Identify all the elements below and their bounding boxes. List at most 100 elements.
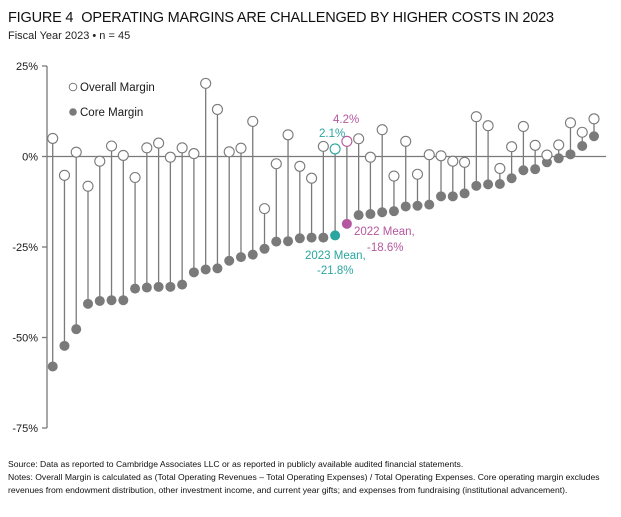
annotation-2023-mean-overall: 2.1% [319, 128, 345, 140]
overall-margin-point-institution [47, 132, 59, 144]
overall-margin-point-institution [388, 170, 400, 182]
overall-margin-point-institution [482, 120, 494, 132]
overall-margin-point-institution [353, 133, 365, 145]
core-margin-point-institution [118, 295, 129, 306]
overall-margin-point-institution [423, 149, 435, 161]
core-margin-point-institution [412, 200, 423, 211]
overall-margin-point-institution [470, 111, 482, 123]
overall-margin-point-institution [494, 162, 506, 174]
overall-margin-point-institution [411, 168, 424, 180]
core-margin-point-institution [447, 191, 458, 202]
overall-margin-point-institution [447, 155, 459, 167]
core-margin-point-institution [306, 232, 317, 243]
core-margin-point-institution [353, 210, 364, 221]
core-margin-point-institution [318, 232, 329, 243]
core-margin-point-institution [518, 165, 529, 176]
overall-margin-point-institution [317, 140, 329, 152]
core-margin-point-institution [94, 295, 105, 306]
overall-margin-point-institution [70, 146, 82, 158]
overall-margin-point-institution [235, 142, 247, 154]
overall-margin-point-institution [188, 148, 200, 160]
core-margin-point-institution [365, 209, 376, 220]
core-margin-point-institution [47, 361, 58, 372]
overall-margin-point-institution [105, 140, 118, 152]
y-tick-label: 25% [16, 61, 38, 73]
legend-core-marker [69, 108, 77, 116]
overall-margin-point-institution [270, 158, 282, 170]
overall-margin-point-institution [400, 135, 412, 147]
source-note: Source: Data as reported to Cambridge As… [8, 459, 464, 469]
y-axis: 25% 0% -25% -50% -75% [12, 61, 606, 435]
figure-title: FIGURE 4 OPERATING MARGINS ARE CHALLENGED… [8, 10, 554, 26]
core-margin-point-institution [106, 295, 117, 306]
annotations: 2.1% 4.2% 2023 Mean, -21.8% 2022 Mean, -… [305, 114, 415, 277]
core-margin-point-institution [459, 188, 470, 199]
core-margin-point-institution [59, 340, 70, 351]
core-margin-point-mean-2023 [330, 230, 341, 241]
overall-margin-point-institution [58, 169, 71, 181]
overall-margin-point-institution [294, 160, 306, 172]
core-margin-point-institution [141, 282, 152, 293]
overall-margin-point-institution [435, 150, 447, 162]
core-margin-point-institution [212, 263, 223, 274]
overall-margin-point-institution [176, 142, 188, 154]
annotation-2023-mean-core-label: 2023 Mean, [305, 250, 366, 262]
core-margin-point-institution [377, 207, 388, 218]
core-margin-point-institution [188, 267, 199, 278]
core-margin-point-institution [83, 298, 94, 309]
overall-margin-point-institution [94, 155, 106, 167]
core-margin-point-institution [424, 199, 435, 210]
core-margin-point-institution [224, 255, 235, 266]
legend-core-label: Core Margin [80, 107, 143, 119]
core-margin-point-institution [200, 264, 211, 275]
core-margin-point-institution [577, 141, 588, 152]
overall-margin-point-institution [517, 120, 529, 133]
annotation-2022-mean-core-label: 2022 Mean, [354, 226, 415, 238]
overall-margin-point-institution [164, 151, 176, 163]
overall-margin-point-institution [223, 146, 235, 158]
core-margin-point-institution [589, 131, 599, 142]
figure-label: FIGURE 4 [8, 10, 74, 26]
core-margin-point-institution [436, 191, 447, 202]
y-tick-label: 0% [22, 152, 38, 164]
overall-margin-point-institution [553, 139, 565, 151]
annotation-2023-mean-core-value: -21.8% [317, 265, 353, 277]
core-margin-point-institution [294, 233, 305, 244]
overall-margin-point-institution [141, 142, 153, 154]
annotation-2022-mean-core-value: -18.6% [367, 242, 403, 254]
overall-margin-point-institution [364, 151, 376, 163]
core-margin-point-institution [553, 153, 564, 164]
overall-margin-point-institution [247, 115, 259, 127]
overall-margin-point-institution [282, 129, 294, 141]
overall-margin-point-institution [564, 117, 577, 129]
core-margin-point-institution [153, 281, 164, 292]
y-tick-label: -25% [12, 242, 38, 254]
overall-margin-point-institution [306, 172, 318, 184]
overall-margin-point-institution [459, 156, 471, 168]
core-margin-point-institution [283, 236, 294, 247]
overall-margin-point-institution [541, 149, 553, 161]
core-margin-point-institution [388, 206, 399, 217]
overall-margin-point-institution [506, 141, 518, 153]
overall-margin-point-institution [117, 149, 129, 161]
overall-margin-point-institution [588, 113, 600, 125]
core-margin-point-institution [71, 324, 82, 335]
core-margin-point-institution [165, 281, 176, 292]
y-tick-label: -75% [12, 423, 38, 435]
legend-overall-label: Overall Margin [80, 82, 155, 94]
annotation-2022-mean-overall: 4.2% [333, 114, 359, 126]
overall-margin-point-institution [211, 103, 223, 115]
overall-margin-point-institution [153, 137, 165, 149]
overall-margin-point-institution [258, 203, 271, 215]
overall-margin-point-mean-2022 [341, 135, 353, 147]
core-margin-point-institution [130, 283, 141, 294]
core-margin-point-institution [259, 243, 270, 254]
overall-margin-point-institution [82, 180, 94, 192]
core-margin-point-institution [565, 149, 576, 160]
stems [52, 83, 595, 367]
figure-title-text: OPERATING MARGINS ARE CHALLENGED BY HIGH… [81, 10, 554, 26]
overall-margin-point-institution [576, 126, 588, 138]
overall-margin-point-institution [529, 139, 541, 151]
methodology-note: Notes: Overall Margin is calculated as (… [8, 472, 600, 495]
points [47, 77, 600, 372]
